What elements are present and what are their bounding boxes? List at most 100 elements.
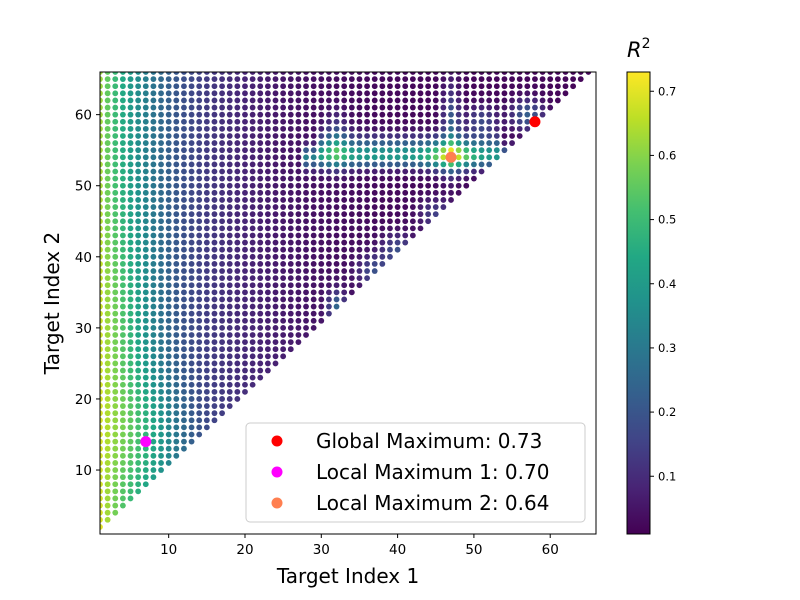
data-point	[287, 197, 294, 203]
data-point	[280, 125, 287, 132]
data-point	[242, 147, 248, 154]
data-point	[287, 310, 294, 317]
data-point	[371, 161, 378, 168]
data-point	[100, 460, 103, 466]
data-point	[257, 282, 264, 289]
data-point	[348, 282, 355, 289]
data-point	[234, 232, 241, 239]
legend-box	[245, 422, 586, 523]
data-point	[150, 452, 157, 459]
data-point	[211, 197, 218, 203]
data-point	[524, 118, 531, 125]
data-point	[257, 197, 264, 203]
data-point	[242, 218, 248, 225]
data-point	[196, 381, 203, 388]
data-point	[432, 133, 439, 139]
data-point	[135, 97, 142, 104]
data-point	[142, 431, 149, 438]
data-point	[394, 104, 401, 111]
data-point	[539, 90, 546, 97]
data-point	[562, 72, 569, 75]
data-point	[135, 303, 142, 310]
data-point	[234, 111, 241, 118]
data-point	[303, 76, 309, 83]
data-point	[196, 289, 203, 296]
data-point	[432, 182, 439, 189]
data-point	[364, 275, 370, 282]
data-point	[257, 211, 264, 218]
data-point	[333, 90, 340, 97]
data-point	[104, 133, 111, 139]
data-point	[501, 133, 508, 139]
data-point	[158, 452, 164, 459]
data-point	[211, 268, 218, 274]
data-point	[158, 424, 164, 431]
data-point	[379, 261, 386, 267]
data-point	[119, 275, 126, 282]
data-point	[112, 452, 119, 459]
data-point	[409, 161, 416, 168]
data-point	[173, 388, 180, 395]
data-point	[150, 154, 157, 161]
data-point	[142, 211, 149, 218]
data-point	[219, 239, 225, 246]
data-point	[219, 182, 225, 189]
data-point	[364, 76, 370, 83]
data-point	[196, 388, 203, 395]
data-point	[100, 175, 103, 182]
data-point	[432, 118, 439, 125]
data-point	[203, 133, 210, 139]
data-point	[371, 175, 378, 182]
data-point	[539, 76, 546, 83]
data-point	[165, 225, 172, 232]
data-point	[341, 225, 348, 232]
data-point	[119, 97, 126, 104]
data-point	[394, 118, 401, 125]
data-point	[211, 261, 218, 267]
data-point	[127, 90, 134, 97]
data-point	[219, 303, 225, 310]
data-point	[348, 97, 355, 104]
data-point	[173, 90, 180, 97]
data-point	[486, 97, 493, 104]
data-point	[158, 111, 164, 118]
data-point	[165, 445, 172, 452]
data-point	[135, 239, 142, 246]
data-point	[165, 261, 172, 267]
data-point	[264, 218, 271, 225]
data-point	[119, 189, 126, 196]
data-point	[142, 396, 149, 402]
data-point	[257, 140, 264, 146]
data-point	[341, 289, 348, 296]
data-point	[532, 104, 538, 111]
data-point	[112, 431, 119, 438]
data-point	[104, 225, 111, 232]
data-point	[280, 268, 287, 274]
data-point	[264, 182, 271, 189]
data-point	[249, 339, 256, 345]
data-point	[226, 367, 233, 374]
data-point	[188, 90, 195, 97]
data-point	[112, 168, 119, 175]
data-point	[112, 495, 119, 502]
data-point	[448, 133, 454, 139]
data-point	[173, 118, 180, 125]
data-point	[310, 90, 317, 97]
data-point	[119, 268, 126, 274]
data-point	[242, 317, 248, 324]
data-point	[100, 289, 103, 296]
data-point	[173, 367, 180, 374]
data-point	[402, 76, 409, 83]
data-point	[234, 360, 241, 367]
data-point	[226, 296, 233, 303]
data-point	[394, 232, 401, 239]
data-point	[264, 189, 271, 196]
data-point	[104, 211, 111, 218]
data-point	[409, 175, 416, 182]
data-point	[257, 218, 264, 225]
data-point	[303, 275, 309, 282]
data-point	[150, 275, 157, 282]
data-point	[242, 388, 248, 395]
data-point	[409, 83, 416, 90]
data-point	[493, 97, 500, 104]
